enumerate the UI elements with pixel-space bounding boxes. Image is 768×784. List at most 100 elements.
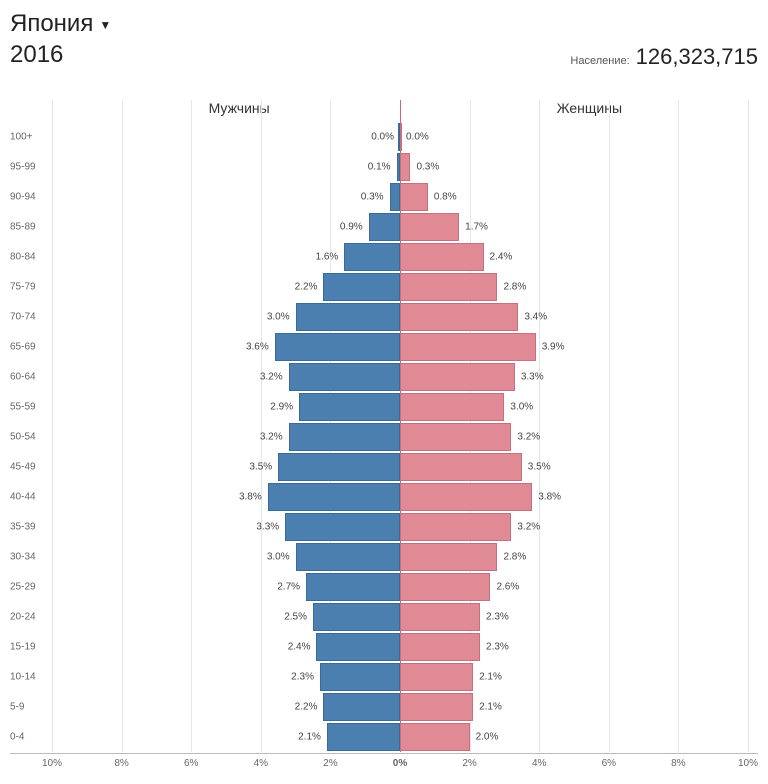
age-tick: 80-84 [10,252,50,263]
age-tick: 60-64 [10,372,50,383]
age-tick: 40-44 [10,492,50,503]
female-bar [400,303,518,331]
male-bar [369,213,400,241]
pyramid-row: 75-79 2.2% 2.8% [10,272,758,302]
male-value: 2.5% [284,612,307,623]
female-value: 3.8% [538,492,561,503]
country-selector[interactable]: Япония ▼ [10,8,111,39]
female-bar [400,573,490,601]
male-bar [268,483,400,511]
age-tick: 70-74 [10,312,50,323]
pyramid-row: 40-44 3.8% 3.8% [10,482,758,512]
pyramid-row: 70-74 3.0% 3.4% [10,302,758,332]
population-value: 126,323,715 [636,44,758,70]
female-bar [400,633,480,661]
female-bar [400,693,473,721]
age-tick: 55-59 [10,402,50,413]
pyramid-row: 10-14 2.3% 2.1% [10,662,758,692]
male-value: 3.8% [239,492,262,503]
female-bar [400,513,511,541]
pyramid-row: 15-192.4%2.3% [10,632,758,662]
male-value: 2.7% [277,582,300,593]
female-value: 2.0% [476,732,499,743]
male-value: 2.3% [291,672,314,683]
female-value: 3.9% [542,342,565,353]
age-tick: 30-34 [10,552,50,563]
female-bar [400,603,480,631]
male-value: 2.1% [298,732,321,743]
title-block: Япония ▼ 2016 [10,8,111,70]
pyramid-row: 65-693.6%3.9% [10,332,758,362]
population-block: Население: 126,323,715 [570,44,758,70]
pyramid-widget: Япония ▼ 2016 Население: 126,323,715 Муж… [0,0,768,784]
male-bar [296,543,400,571]
female-value: 0.3% [416,162,439,173]
male-bar [296,303,400,331]
female-value: 2.1% [479,702,502,713]
country-name: Япония [10,8,93,39]
x-tick: 6% [184,758,198,769]
age-tick: 75-79 [10,282,50,293]
pyramid-row: 0-4 2.1% 2.0% [10,722,758,752]
male-bar [327,723,400,751]
female-value: 2.8% [503,282,526,293]
male-value: 3.0% [267,312,290,323]
pyramid-row: 50-54 3.2% 3.2% [10,422,758,452]
female-value: 2.6% [496,582,519,593]
x-tick: 4% [254,758,268,769]
x-tick: 2% [462,758,476,769]
x-tick: 10% [42,758,62,769]
x-axis: 10%8%6%4%2%0%2%4%6%8%10% [10,753,758,774]
pyramid-row: 5-92.2%2.1% [10,692,758,722]
pyramid-row: 45-493.5%3.5% [10,452,758,482]
male-bar [316,633,400,661]
male-value: 0.3% [361,192,384,203]
age-tick: 20-24 [10,612,50,623]
age-tick: 65-69 [10,342,50,353]
population-pyramid-chart: Мужчины Женщины 100+0.0%0.0%95-990.1%0.3… [10,100,758,774]
female-bar [400,663,473,691]
female-value: 2.3% [486,612,509,623]
female-value: 2.4% [490,252,513,263]
pyramid-row: 30-343.0%2.8% [10,542,758,572]
male-bar [285,513,400,541]
female-bar [400,183,428,211]
female-bar [400,543,497,571]
male-value: 2.2% [295,282,318,293]
male-value: 0.1% [368,162,391,173]
age-tick: 35-39 [10,522,50,533]
pyramid-row: 55-592.9%3.0% [10,392,758,422]
x-tick: 4% [532,758,546,769]
female-bar [400,393,504,421]
x-tick: 2% [323,758,337,769]
age-tick: 50-54 [10,432,50,443]
male-value: 3.2% [260,432,283,443]
age-tick: 0-4 [10,732,50,743]
pyramid-row: 80-841.6%2.4% [10,242,758,272]
female-value: 3.2% [517,432,540,443]
x-tick: 10% [738,758,758,769]
male-value: 2.4% [288,642,311,653]
age-tick: 45-49 [10,462,50,473]
pyramid-row: 100+0.0%0.0% [10,122,758,152]
pyramid-row: 35-393.3%3.2% [10,512,758,542]
female-bar [400,723,470,751]
female-value: 3.4% [524,312,547,323]
male-value: 2.9% [270,402,293,413]
male-value: 3.0% [267,552,290,563]
x-tick: 6% [602,758,616,769]
male-bar [313,603,400,631]
male-bar [299,393,400,421]
female-value: 1.7% [465,222,488,233]
age-tick: 100+ [10,132,50,143]
female-bar [400,453,522,481]
male-bar [344,243,400,271]
female-value: 3.3% [521,372,544,383]
female-bar [400,363,515,391]
male-bar [323,273,400,301]
male-value: 3.2% [260,372,283,383]
age-tick: 10-14 [10,672,50,683]
male-bar [320,663,400,691]
pyramid-row: 20-24 2.5% 2.3% [10,602,758,632]
female-value: 2.1% [479,672,502,683]
